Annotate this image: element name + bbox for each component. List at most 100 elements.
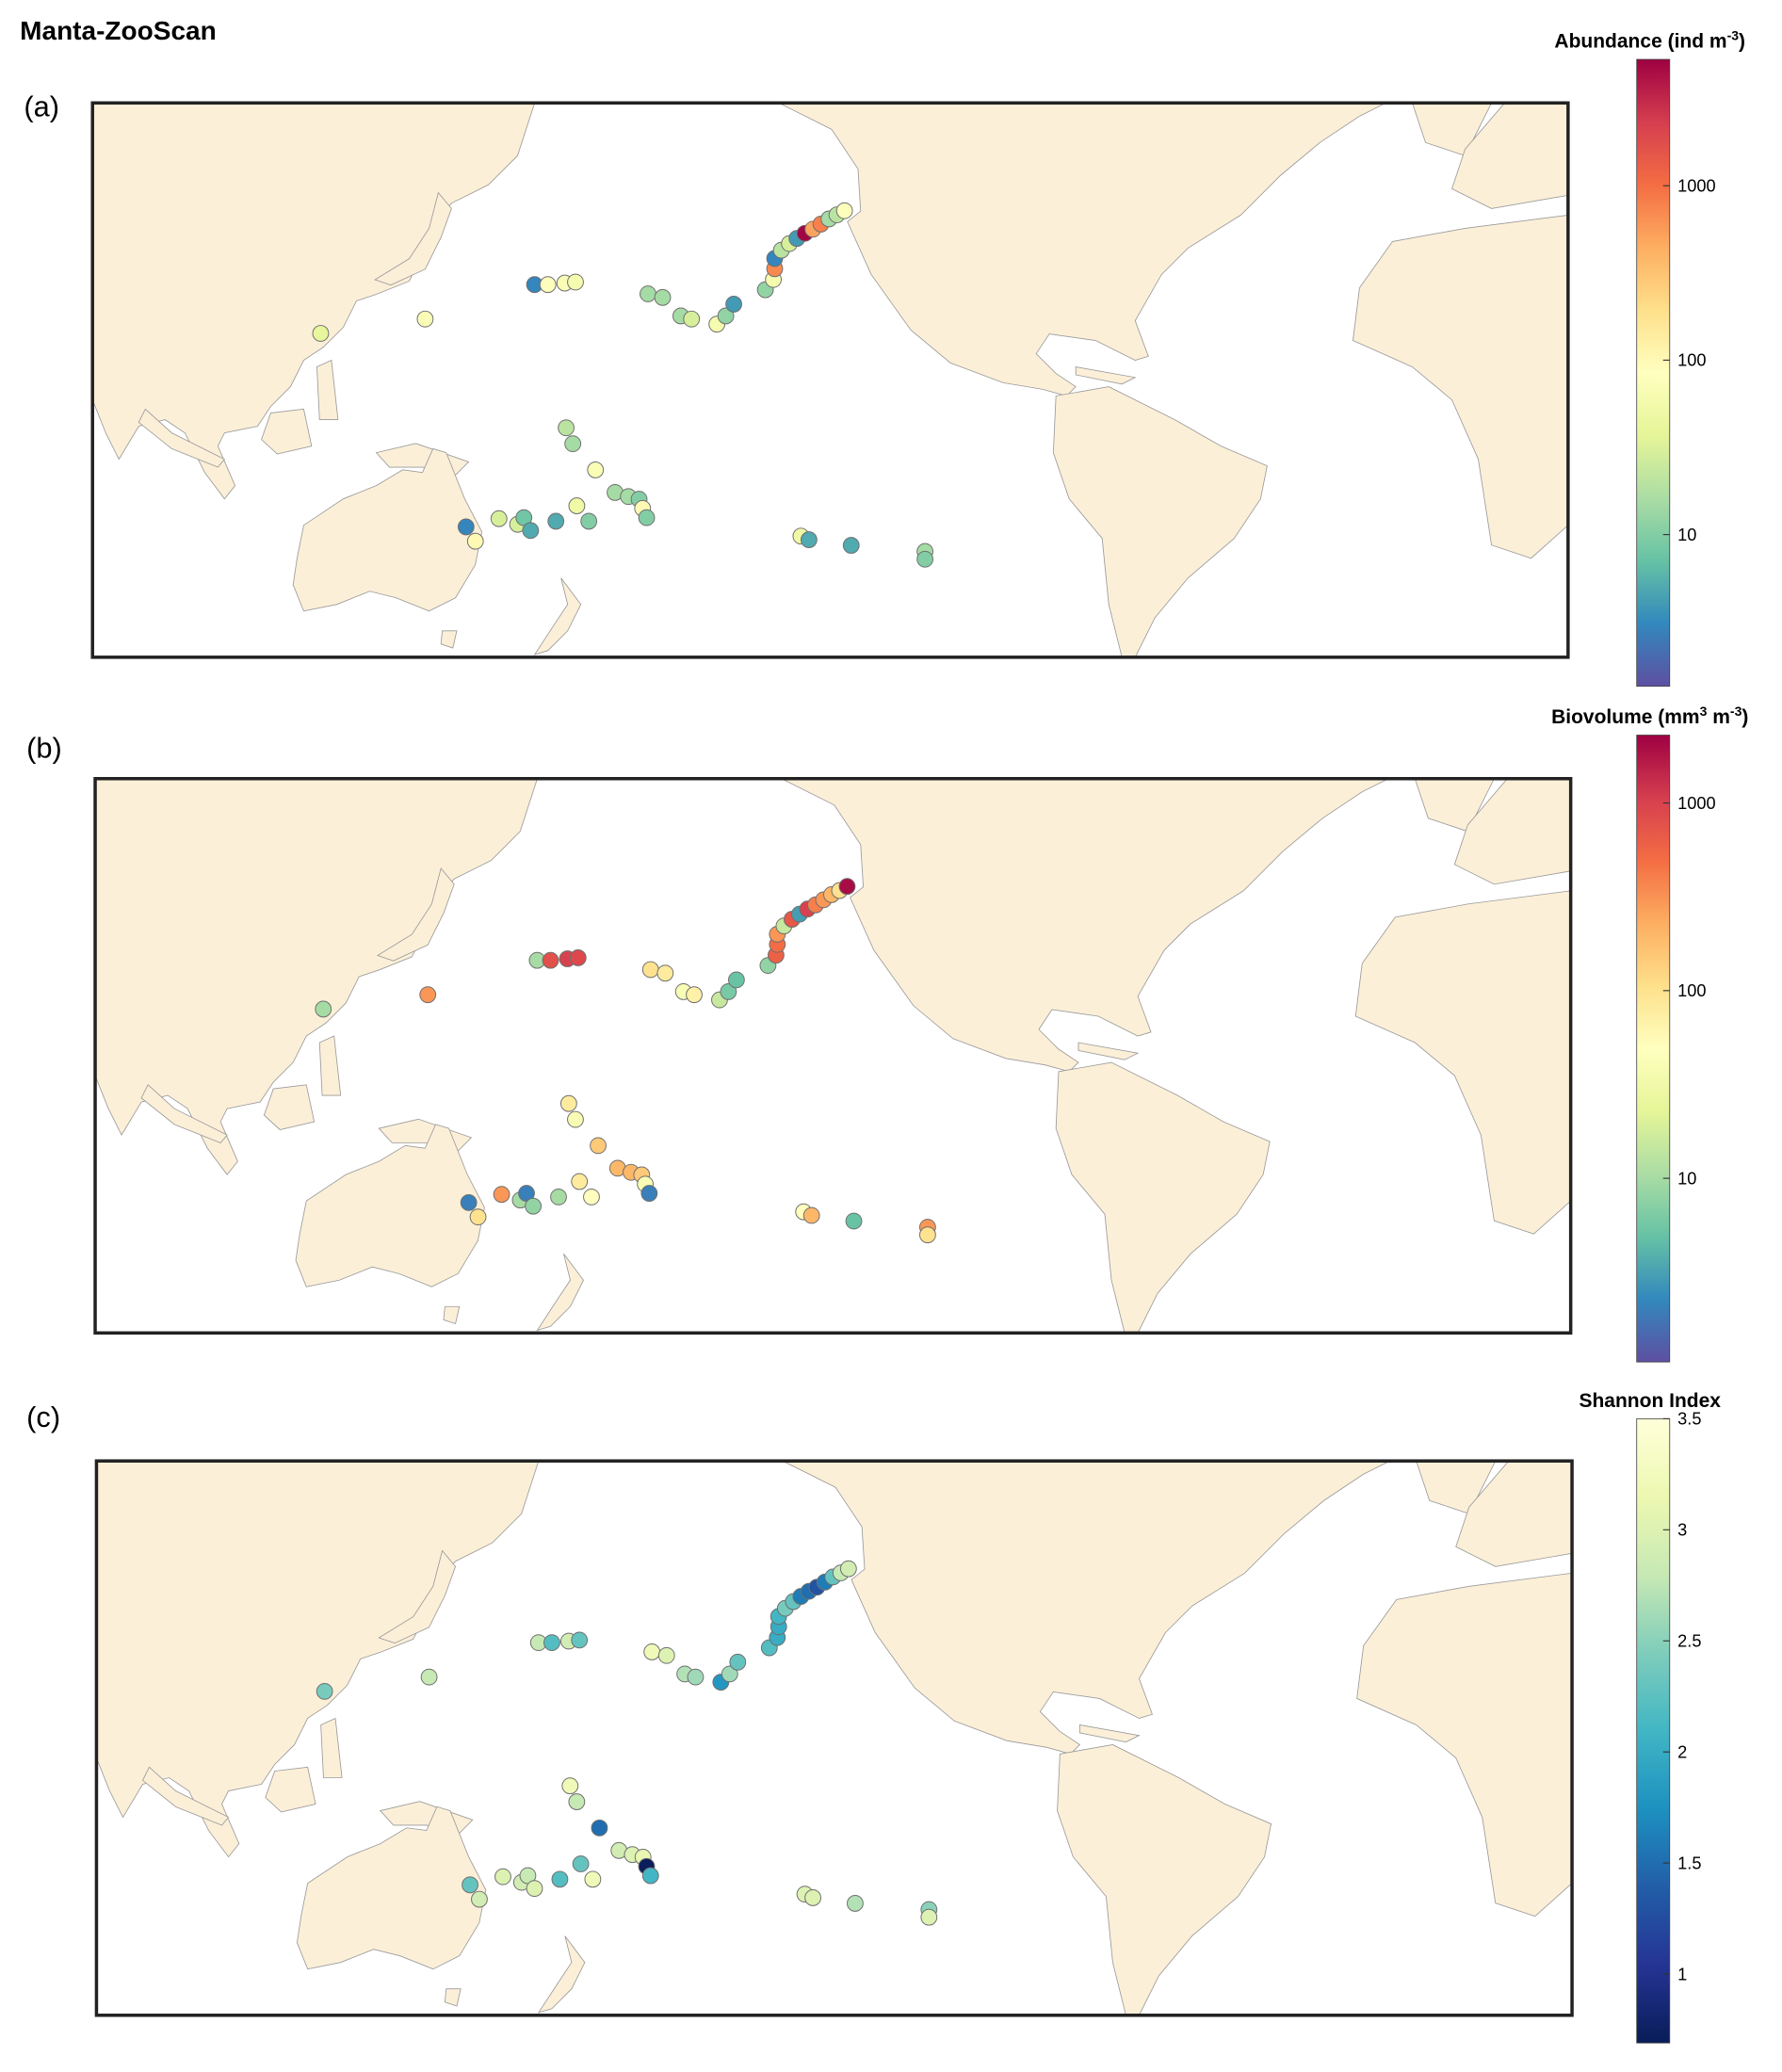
colorbar-tick-label: 3.5 [1677,1410,1701,1429]
colorbar-title-part: -3 [1727,27,1740,42]
panel-label: (c) [26,1400,60,1433]
station-marker [640,1185,658,1202]
station-marker [802,1206,820,1224]
station-marker [919,1226,936,1244]
colorbar-title-part: Shannon Index [1579,1390,1721,1412]
station-marker [571,1631,589,1649]
colorbar-title-part: Abundance (ind m [1554,30,1726,52]
panel-label: (a) [24,89,59,122]
station-marker [656,964,674,982]
map-panel [90,101,1570,659]
station-marker [835,202,853,219]
colorbar-tick-label: 1 [1677,1965,1687,1983]
station-marker [729,1653,747,1671]
colorbar [1636,1417,1671,2044]
station-marker [462,1876,478,1894]
station-marker [838,878,856,896]
station-marker [845,1212,863,1230]
station-marker [460,1193,478,1211]
station-marker [920,1908,938,1926]
station-marker [683,310,701,328]
station-marker [640,285,656,302]
station-marker [567,1110,584,1128]
station-marker [687,1668,705,1686]
station-marker [584,1870,602,1888]
station-marker [847,1895,864,1912]
station-marker [543,1634,560,1652]
station-marker [590,1137,607,1155]
panel-label: (b) [26,731,62,764]
station-marker [547,512,565,530]
colorbar-tick-label: 1000 [1677,794,1716,813]
colorbar-title-part: -3 [1730,704,1742,719]
colorbar-title-part: Biovolume (mm [1551,706,1700,728]
station-marker [526,1880,543,1898]
map-panel [94,1459,1574,2017]
colorbar [1636,735,1671,1363]
colorbar-title: Shannon Index [1579,1390,1721,1412]
station-marker [587,461,605,478]
map [96,1461,1573,2015]
station-marker [916,550,934,568]
station-marker [469,1208,487,1226]
colorbar-tick-label: 2.5 [1677,1632,1701,1651]
station-marker [539,276,557,294]
colorbar [1636,58,1671,688]
station-marker [420,1668,438,1686]
station-marker [580,512,598,530]
station-marker [568,1793,586,1810]
station-marker [493,1186,510,1204]
map-panel [93,777,1573,1335]
map-frame [90,101,1570,659]
station-marker [842,537,860,554]
map [95,778,1571,1334]
colorbar-tick-label: 10 [1677,526,1696,544]
station-marker [542,951,559,969]
map-frame [93,777,1573,1335]
colorbar-title-part: ) [1742,706,1748,728]
map [92,103,1568,657]
station-marker [686,986,703,1004]
station-marker [654,288,672,306]
station-marker [558,419,575,437]
station-marker [721,1665,738,1683]
station-marker [559,1094,577,1112]
colorbar-title-part: m [1707,706,1730,728]
station-marker [522,522,540,540]
station-marker [312,325,330,342]
station-marker [643,1643,661,1660]
station-marker [466,532,484,550]
station-marker [419,986,437,1004]
station-marker [561,1777,579,1795]
colorbar-tick-label: 100 [1677,981,1706,1000]
station-marker [525,1197,543,1215]
colorbar-tick-label: 1000 [1677,177,1716,196]
colorbar-tick-label: 100 [1677,351,1706,370]
station-marker [567,273,584,291]
station-marker [494,1868,511,1886]
station-marker [490,510,508,527]
colorbar-tick-label: 3 [1677,1521,1687,1540]
colorbar-tick-label: 2 [1677,1742,1687,1761]
station-marker [315,1000,332,1018]
station-marker [471,1890,488,1908]
station-marker [727,971,745,989]
station-marker [571,1173,589,1190]
map-frame [94,1459,1574,2017]
station-marker [316,1682,333,1700]
station-marker [564,435,582,453]
colorbar-title-part: 3 [1700,704,1708,719]
station-marker [800,531,818,548]
station-marker [572,1855,590,1872]
station-marker [583,1188,600,1206]
station-marker [569,949,587,966]
station-marker [551,1870,569,1888]
station-marker [641,1867,659,1885]
station-marker [839,1560,857,1578]
colorbar-tick-label: 1.5 [1677,1853,1701,1872]
colorbar-tick-label: 10 [1677,1169,1696,1188]
station-marker [725,296,742,313]
station-marker [568,497,586,514]
